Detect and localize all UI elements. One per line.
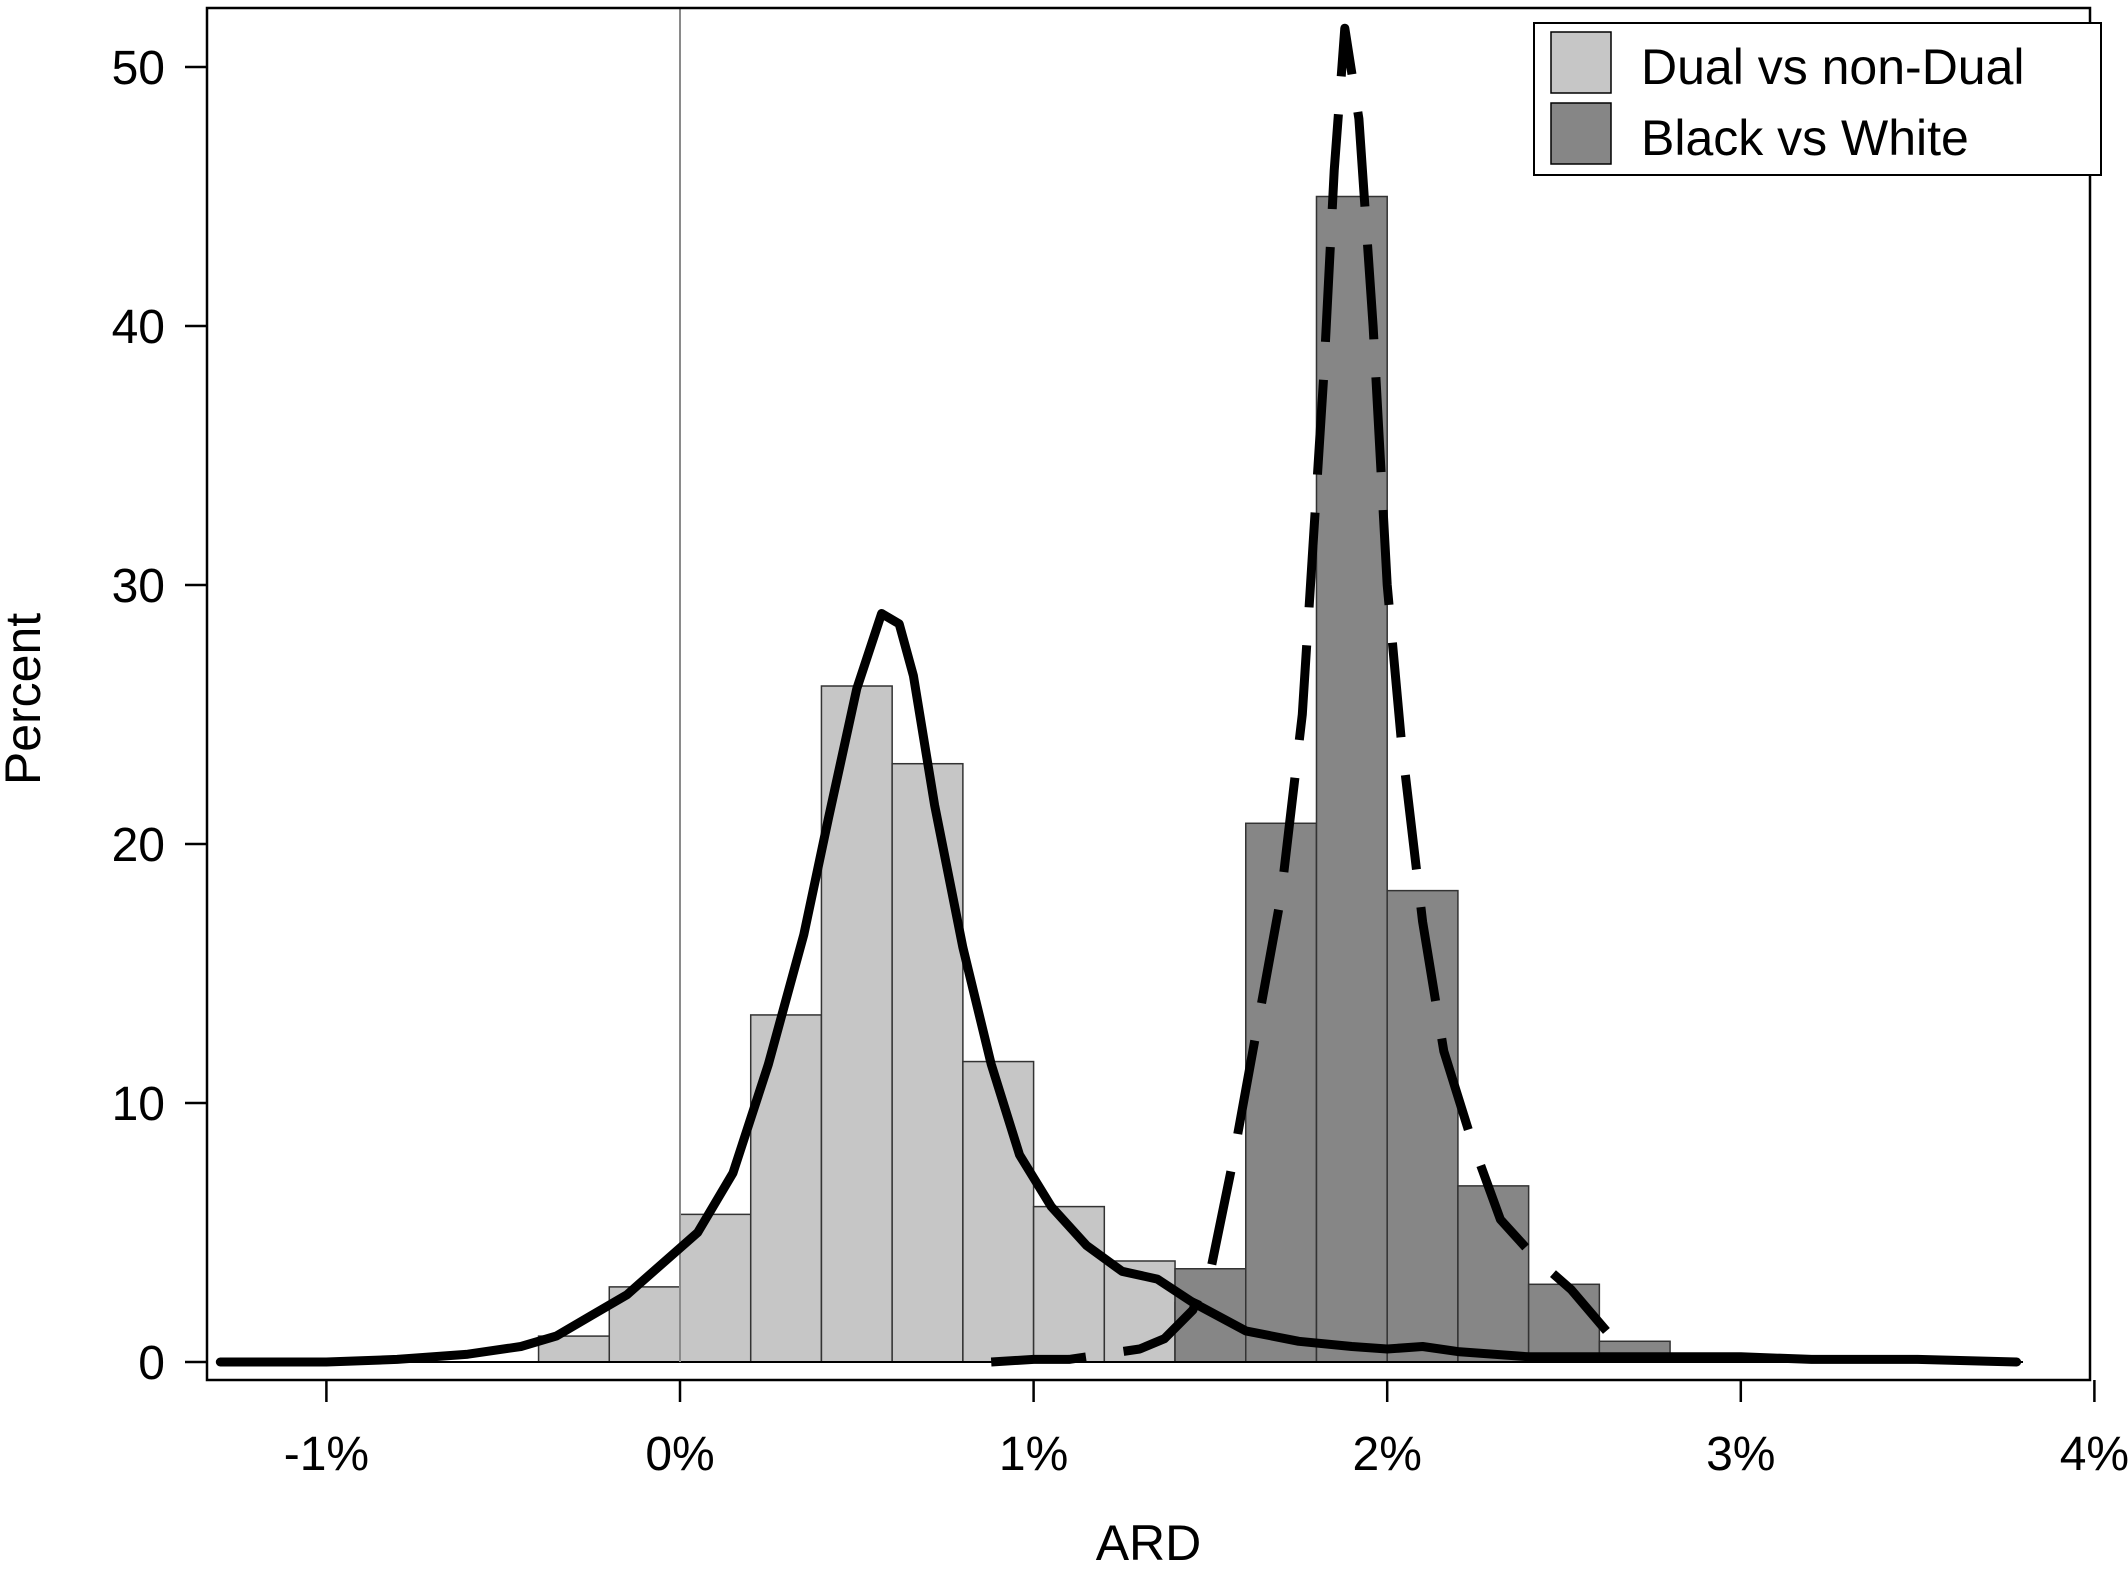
- legend-box: [1533, 22, 2102, 176]
- bar-black-white-3: [1386, 889, 1459, 1363]
- x-tick-label: 4%: [2060, 1428, 2128, 1481]
- y-tick-label: 50: [112, 42, 165, 95]
- legend: Dual vs non-Dual Black vs White: [1533, 22, 2102, 176]
- legend-swatch-dual: [1550, 31, 1612, 94]
- legend-label-black-white: Black vs White: [1641, 110, 1969, 166]
- x-tick-label: 0%: [645, 1428, 714, 1481]
- y-axis-title: Percent: [0, 613, 51, 785]
- x-axis-title: ARD: [1096, 1515, 1202, 1571]
- bar-black-white-4: [1457, 1185, 1530, 1363]
- y-tick-label: 10: [112, 1078, 165, 1131]
- density-curve-dual: [215, 609, 2022, 1367]
- x-tick-label: -1%: [284, 1428, 369, 1481]
- legend-swatch-black-white: [1550, 102, 1612, 165]
- y-tick-label: 40: [112, 301, 165, 354]
- bar-black-white-5: [1527, 1283, 1601, 1363]
- bar-black-white-1: [1245, 822, 1318, 1363]
- bar-dual-6: [962, 1060, 1035, 1363]
- plot-frame: [205, 6, 2092, 1382]
- y-tick-label: 20: [112, 819, 165, 872]
- legend-label-dual: Dual vs non-Dual: [1641, 39, 2025, 95]
- x-axis: -1% 0% 1% 2% 3% 4%: [284, 1380, 2128, 1481]
- x-tick-label: 2%: [1353, 1428, 1422, 1481]
- density-curve-black-white: [990, 23, 1610, 1367]
- x-tick-label: 3%: [1706, 1428, 1775, 1481]
- density-curves: [215, 23, 2022, 1367]
- x-tick-label: 1%: [999, 1428, 1068, 1481]
- y-tick-label: 30: [112, 560, 165, 613]
- y-axis: 0 10 20 30 40 50: [112, 42, 207, 1390]
- bar-black-white-2: [1315, 195, 1388, 1363]
- histogram-bars: [220, 195, 2023, 1363]
- bar-dual-3: [749, 1014, 823, 1363]
- bar-dual-5: [891, 762, 964, 1363]
- y-tick-label: 0: [138, 1337, 165, 1390]
